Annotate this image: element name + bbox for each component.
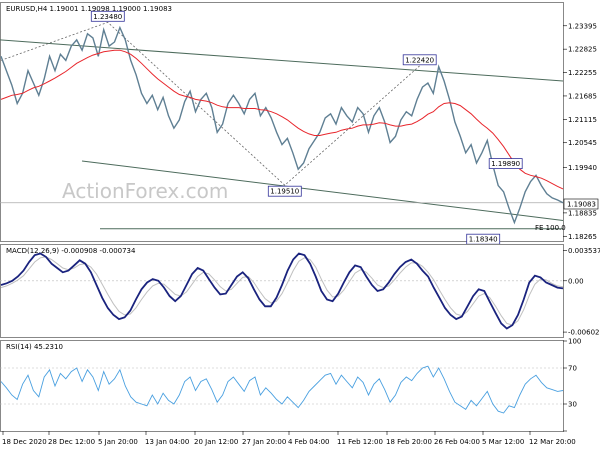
y-tick-label: 1.18835 (568, 209, 597, 217)
x-tick-label: 12 Mar 20:00 (529, 438, 576, 446)
rsi-series (0, 365, 564, 414)
y-tick-label: 1.20545 (568, 139, 597, 147)
annotation-label: 1.23480 (93, 13, 122, 21)
fe-label: FE 100.0 (535, 224, 566, 232)
macd-signal-series (0, 256, 564, 326)
x-axis: 18 Dec 2020 28 Dec 12:00 5 Jan 20:00 13 Jan… (2, 431, 576, 446)
annotation-box (267, 185, 302, 197)
x-tick-label: 28 Dec 12:00 (48, 438, 95, 446)
rsi-y-tick-label: 100 (568, 338, 581, 346)
rsi-y-tick-label: 70 (568, 365, 577, 373)
y-tick-label: 1.21685 (568, 92, 597, 100)
annotation-box (488, 158, 523, 170)
x-tick-label: 26 Feb 04:00 (434, 438, 480, 446)
x-tick-label: 5 Mar 12:00 (482, 438, 524, 446)
x-tick-label: 27 Jan 20:00 (242, 438, 286, 446)
annotation-box (402, 54, 437, 66)
macd-y-tick-label: 0.003537 (568, 247, 600, 255)
y-tick-label: 1.23395 (568, 22, 597, 30)
x-tick-label: 20 Jan 12:00 (194, 438, 238, 446)
ema-series (0, 49, 564, 190)
annotation-label: 1.19890 (491, 160, 520, 168)
watermark: ActionForex.com (62, 179, 228, 203)
rsi-panel: RSI(14) 45.2310 100 70 30 (0, 338, 581, 432)
x-tick-label: 5 Jan 20:00 (98, 438, 138, 446)
x-tick-label: 13 Jan 04:00 (145, 438, 189, 446)
macd-y-tick-label: -0.006023 (568, 329, 600, 337)
x-tick-label: 4 Feb 04:00 (288, 438, 329, 446)
price-panel-title: EURUSD,H4 1.19001 1.19098 1.19000 1.1908… (6, 5, 172, 13)
rsi-panel-border (0, 340, 564, 432)
annotation-label: 1.19510 (270, 188, 299, 196)
y-tick-label: 1.22825 (568, 46, 597, 54)
rsi-panel-title: RSI(14) 45.2310 (6, 343, 63, 351)
annotation-label: 1.18340 (469, 236, 498, 244)
x-tick-label: 18 Dec 2020 (2, 438, 47, 446)
current-price-box (563, 198, 599, 210)
macd-panel-border (0, 244, 564, 338)
x-tick-label: 18 Feb 20:00 (386, 438, 432, 446)
zigzag-dotted-line (0, 21, 420, 186)
channel-lower-line (81, 160, 564, 221)
macd-panel-title: MACD(12,26,9) -0.000908 -0.000734 (6, 247, 136, 255)
annotation-box (90, 10, 125, 22)
price-panel-border (0, 2, 564, 242)
rsi-y-tick-label: 30 (568, 401, 577, 409)
channel-upper-line (0, 39, 564, 82)
macd-series (0, 252, 564, 330)
annotation-label: 1.22420 (405, 56, 434, 64)
trend-channel (0, 39, 564, 230)
macd-y-tick-label: 0.00 (568, 277, 584, 285)
y-tick-label: 1.19940 (568, 164, 597, 172)
price-panel: EURUSD,H4 1.19001 1.19098 1.19000 1.1908… (0, 2, 599, 245)
x-tick-label: 11 Feb 12:00 (337, 438, 383, 446)
current-price-label: 1.19083 (567, 201, 596, 209)
y-tick-label: 1.21115 (568, 116, 597, 124)
price-series (0, 25, 564, 225)
y-tick-label: 1.18265 (568, 233, 597, 241)
macd-panel: MACD(12,26,9) -0.000908 -0.000734 0.0035… (0, 244, 600, 338)
y-tick-label: 1.22255 (568, 69, 597, 77)
